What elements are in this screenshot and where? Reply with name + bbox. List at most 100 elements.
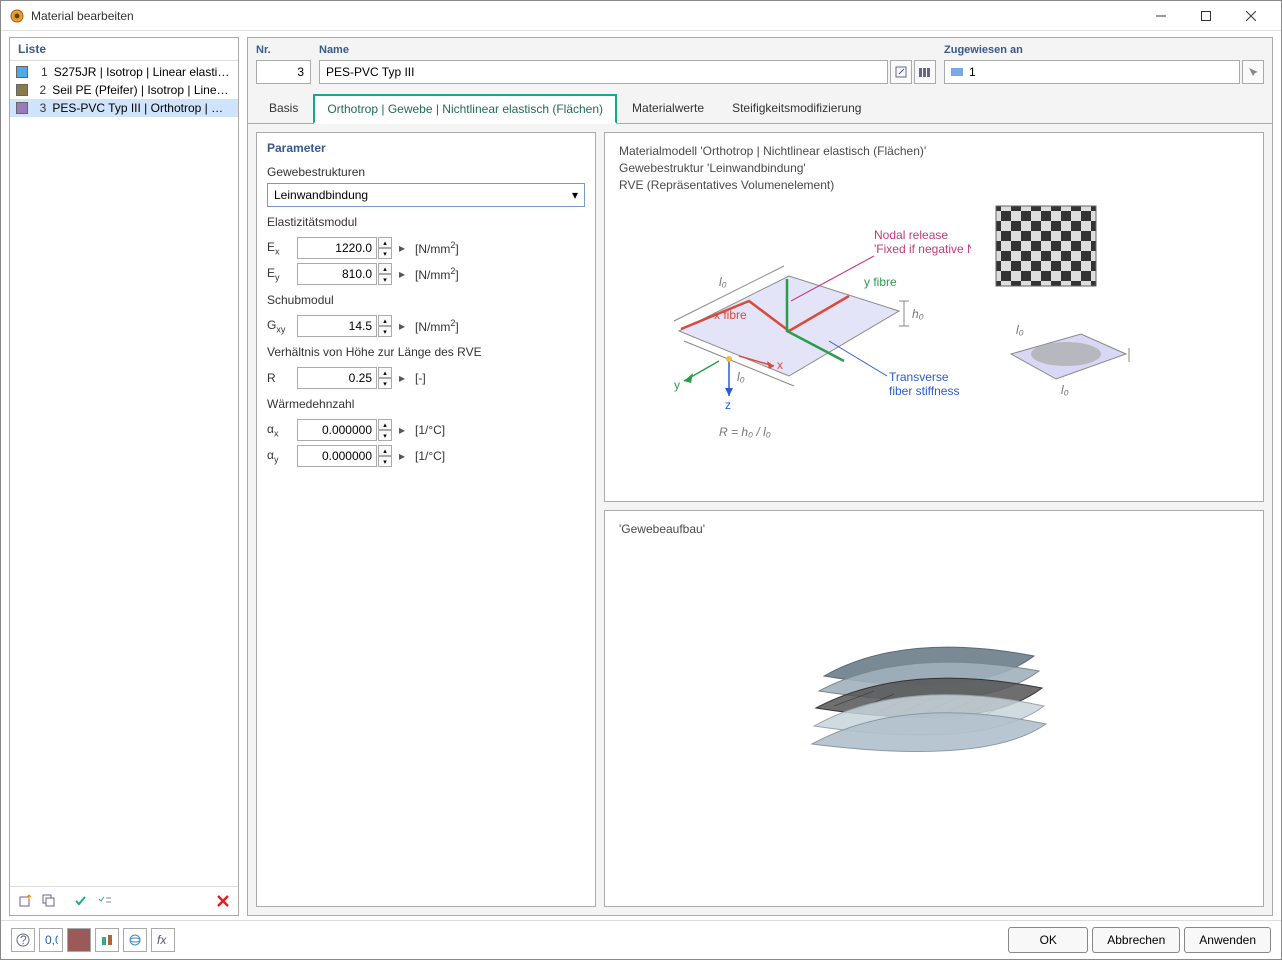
menu-arrow-icon[interactable]: ▸ [395, 241, 409, 255]
spin-down[interactable]: ▾ [378, 430, 392, 441]
r-input[interactable] [297, 367, 377, 389]
gewebe-value: Leinwandbindung [274, 188, 368, 202]
nr-input[interactable] [256, 60, 311, 84]
weave-pattern-icon [991, 201, 1101, 301]
spin-up[interactable]: ▴ [378, 445, 392, 456]
svg-text:'Fixed if negative N': 'Fixed if negative N' [874, 242, 971, 256]
ax-input[interactable] [297, 419, 377, 441]
model-icon[interactable] [95, 928, 119, 952]
help-icon[interactable]: ? [11, 928, 35, 952]
tab-steifigkeit[interactable]: Steifigkeitsmodifizierung [719, 94, 874, 123]
gxy-unit: [N/mm2] [415, 318, 459, 334]
ex-unit: [N/mm2] [415, 240, 459, 256]
spin-down[interactable]: ▾ [378, 456, 392, 467]
name-input[interactable] [319, 60, 888, 84]
gewebe-label: Gewebestrukturen [267, 165, 585, 179]
svg-text:R = h₀ / l₀: R = h₀ / l₀ [719, 425, 771, 439]
pick-icon[interactable] [1242, 60, 1264, 84]
material-list-panel: Liste 1 S275JR | Isotrop | Linear elasti… [9, 37, 239, 916]
menu-arrow-icon[interactable]: ▸ [395, 267, 409, 281]
spin-down[interactable]: ▾ [378, 378, 392, 389]
gewebeaufbau-box: 'Gewebeaufbau' [604, 510, 1264, 907]
svg-text:l₀: l₀ [737, 370, 745, 384]
spin-down[interactable]: ▾ [378, 326, 392, 337]
menu-arrow-icon[interactable]: ▸ [395, 319, 409, 333]
menu-arrow-icon[interactable]: ▸ [395, 423, 409, 437]
gxy-symbol: Gxy [267, 318, 297, 334]
ex-input[interactable] [297, 237, 377, 259]
titlebar: Material bearbeiten [1, 1, 1281, 31]
item-label: Seil PE (Pfeifer) | Isotrop | Linear ela… [52, 83, 232, 97]
tab-orthotrop[interactable]: Orthotrop | Gewebe | Nichtlinear elastis… [313, 94, 617, 124]
spin-up[interactable]: ▴ [378, 263, 392, 274]
spin-down[interactable]: ▾ [378, 274, 392, 285]
bottom-toolbar: ? 0,00 fx OK Abbrechen Anwenden [1, 920, 1281, 959]
tab-materialwerte[interactable]: Materialwerte [619, 94, 717, 123]
color-swatch [16, 66, 28, 78]
svg-text:l₀: l₀ [719, 275, 727, 289]
item-label: PES-PVC Typ III | Orthotrop | Gewebe [52, 101, 232, 115]
svg-text:l₀: l₀ [1016, 323, 1024, 337]
globe-icon[interactable] [123, 928, 147, 952]
name-label: Name [319, 44, 936, 56]
ey-input[interactable] [297, 263, 377, 285]
list-item[interactable]: 1 S275JR | Isotrop | Linear elastisch [10, 63, 238, 81]
diagram-panel: Materialmodell 'Orthotrop | Nichtlinear … [604, 132, 1264, 907]
chevron-down-icon: ▾ [572, 188, 578, 202]
diagram-title: Materialmodell 'Orthotrop | Nichtlinear … [619, 143, 1249, 193]
nr-label: Nr. [256, 44, 311, 56]
check-icon[interactable] [70, 890, 92, 912]
svg-text:0,00: 0,00 [45, 933, 58, 947]
spin-up[interactable]: ▴ [378, 367, 392, 378]
close-button[interactable] [1228, 2, 1273, 30]
svg-text:z: z [725, 398, 731, 412]
spin-down[interactable]: ▾ [378, 248, 392, 259]
new-icon[interactable] [14, 890, 36, 912]
check-list-icon[interactable] [94, 890, 116, 912]
spin-up[interactable]: ▴ [378, 419, 392, 430]
spin-up[interactable]: ▴ [378, 315, 392, 326]
ay-input[interactable] [297, 445, 377, 467]
ay-unit: [1/°C] [415, 449, 445, 463]
list-item[interactable]: 2 Seil PE (Pfeifer) | Isotrop | Linear e… [10, 81, 238, 99]
gxy-input[interactable] [297, 315, 377, 337]
window-title: Material bearbeiten [31, 9, 1138, 23]
edit-name-icon[interactable] [890, 60, 912, 84]
assigned-label: Zugewiesen an [944, 44, 1264, 56]
svg-text:fx: fx [157, 933, 167, 947]
color-swatch [16, 84, 28, 96]
spin-up[interactable]: ▴ [378, 237, 392, 248]
app-icon [9, 8, 25, 24]
menu-arrow-icon[interactable]: ▸ [395, 371, 409, 385]
ax-unit: [1/°C] [415, 423, 445, 437]
tabs: Basis Orthotrop | Gewebe | Nichtlinear e… [248, 90, 1272, 124]
assigned-input[interactable] [944, 60, 1240, 84]
maximize-button[interactable] [1183, 2, 1228, 30]
menu-arrow-icon[interactable]: ▸ [395, 449, 409, 463]
gewebe-select[interactable]: Leinwandbindung ▾ [267, 183, 585, 207]
fx-icon[interactable]: fx [151, 928, 175, 952]
delete-icon[interactable] [212, 890, 234, 912]
warme-label: Wärmedehnzahl [267, 397, 585, 411]
ey-unit: [N/mm2] [415, 266, 459, 282]
svg-text:y: y [674, 378, 680, 392]
color-swatch [16, 102, 28, 114]
ok-button[interactable]: OK [1008, 927, 1088, 953]
item-num: 1 [34, 65, 48, 79]
item-num: 3 [34, 101, 46, 115]
library-icon[interactable] [914, 60, 936, 84]
schub-label: Schubmodul [267, 293, 585, 307]
svg-text:?: ? [20, 933, 27, 947]
tab-basis[interactable]: Basis [256, 94, 311, 123]
apply-button[interactable]: Anwenden [1184, 927, 1271, 953]
list-item[interactable]: 3 PES-PVC Typ III | Orthotrop | Gewebe [10, 99, 238, 117]
r-unit: [-] [415, 371, 426, 385]
svg-text:Nodal release: Nodal release [874, 228, 948, 242]
units-icon[interactable]: 0,00 [39, 928, 63, 952]
list-header: Liste [10, 38, 238, 61]
copy-icon[interactable] [38, 890, 60, 912]
ey-symbol: Ey [267, 266, 297, 282]
minimize-button[interactable] [1138, 2, 1183, 30]
color-icon[interactable] [67, 928, 91, 952]
cancel-button[interactable]: Abbrechen [1092, 927, 1180, 953]
